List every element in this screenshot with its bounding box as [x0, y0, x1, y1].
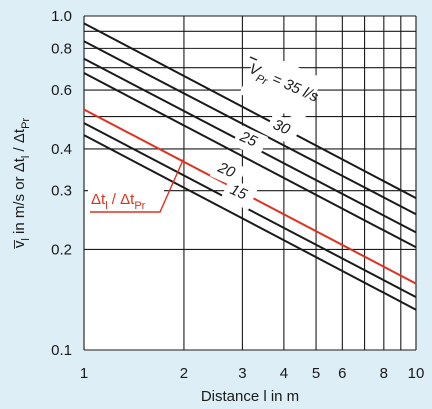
highlight-callout: Δtl / ΔtPr [88, 157, 185, 213]
x-tick-label: 6 [338, 365, 346, 382]
x-tick-label: 2 [180, 365, 188, 382]
series-line-20 [83, 72, 417, 249]
y-tick-label: 0.4 [51, 141, 72, 158]
y-tick-label: 0.3 [51, 183, 72, 200]
series-label-20: 20 [214, 159, 238, 182]
y-tick-label: 0.6 [51, 82, 72, 99]
x-tick-label: 10 [408, 365, 425, 382]
x-axis-title: Distance l in m [201, 388, 299, 405]
series-label-30: 30 [270, 116, 293, 139]
line-labels: VPr = 35 l/s 30 25 20 15 [209, 49, 323, 211]
tick-labels: 1 2 3 4 5 6 8 10 0.1 0.2 0.3 0.4 0.6 0.8 1.0 [51, 8, 424, 382]
series-label-25: 25 [236, 128, 260, 151]
x-tick-label: 8 [380, 365, 388, 382]
highlight-leader-line [90, 157, 185, 213]
series-line-unlabeled-5 [83, 134, 417, 311]
x-tick-label: 5 [312, 365, 320, 382]
y-tick-label: 0.2 [51, 241, 72, 258]
y-tick-label: 0.1 [51, 342, 72, 359]
series-line-30 [83, 40, 417, 216]
x-tick-label: 1 [80, 365, 88, 382]
x-tick-label: 4 [280, 365, 288, 382]
flow-rate-dot-mark [249, 56, 258, 61]
y-axis-title: v̅l in m/s or Δtl / ΔtPr [11, 118, 32, 250]
y-tick-label: 0.8 [51, 40, 72, 57]
y-tick-label: 1.0 [51, 8, 72, 25]
series-line-35 [83, 22, 417, 199]
x-tick-label: 3 [238, 365, 246, 382]
series-line-15 [83, 122, 417, 298]
series-label-15: 15 [227, 181, 250, 204]
highlight-label: Δtl / ΔtPr [91, 191, 146, 212]
